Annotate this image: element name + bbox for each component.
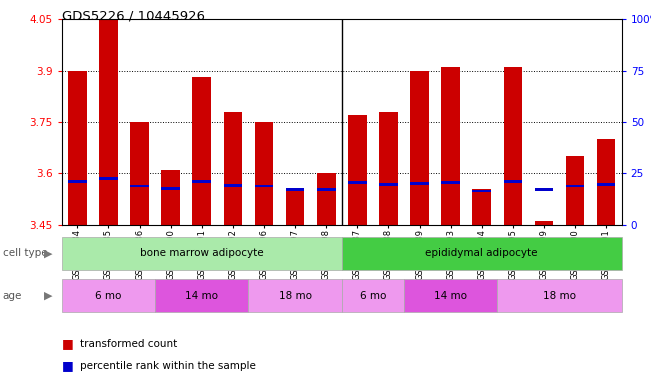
Text: percentile rank within the sample: percentile rank within the sample	[80, 361, 256, 371]
Text: 6 mo: 6 mo	[95, 291, 122, 301]
Bar	[223, 112, 242, 225]
Bar	[317, 188, 335, 191]
Bar	[255, 122, 273, 225]
Text: bone marrow adipocyte: bone marrow adipocyte	[140, 248, 264, 258]
Bar	[503, 67, 522, 225]
Bar	[410, 71, 429, 225]
Bar	[255, 185, 273, 187]
Bar	[597, 139, 615, 225]
Bar	[597, 183, 615, 186]
Bar	[155, 279, 249, 312]
Bar	[249, 279, 342, 312]
Bar	[441, 181, 460, 184]
Text: cell type: cell type	[3, 248, 48, 258]
Text: 6 mo: 6 mo	[360, 291, 386, 301]
Bar	[68, 71, 87, 225]
Bar	[534, 221, 553, 225]
Bar	[161, 187, 180, 190]
Bar	[473, 189, 491, 225]
Text: ■: ■	[62, 337, 74, 350]
Bar	[286, 189, 305, 225]
Bar	[566, 185, 585, 187]
Text: ▶: ▶	[44, 248, 53, 258]
Text: age: age	[3, 291, 22, 301]
Bar	[68, 180, 87, 183]
Bar	[130, 122, 149, 225]
Bar	[223, 184, 242, 187]
Bar	[410, 182, 429, 185]
Text: 18 mo: 18 mo	[543, 291, 576, 301]
Bar	[62, 279, 155, 312]
Bar	[161, 170, 180, 225]
Bar	[441, 67, 460, 225]
Text: epididymal adipocyte: epididymal adipocyte	[426, 248, 538, 258]
Bar	[99, 19, 118, 225]
Bar	[99, 177, 118, 180]
Bar	[566, 156, 585, 225]
Text: ▶: ▶	[44, 291, 53, 301]
Bar	[497, 279, 622, 312]
Bar	[317, 173, 335, 225]
Bar	[379, 112, 398, 225]
Text: 18 mo: 18 mo	[279, 291, 312, 301]
Bar	[342, 237, 622, 270]
Bar	[379, 183, 398, 186]
Bar	[503, 180, 522, 183]
Bar	[348, 181, 367, 184]
Bar	[348, 115, 367, 225]
Text: 14 mo: 14 mo	[434, 291, 467, 301]
Bar	[193, 180, 211, 183]
Bar	[404, 279, 497, 312]
Bar	[193, 78, 211, 225]
Text: 14 mo: 14 mo	[186, 291, 218, 301]
Bar	[286, 188, 305, 191]
Text: ■: ■	[62, 359, 74, 372]
Bar	[534, 188, 553, 191]
Bar	[473, 190, 491, 192]
Bar	[62, 237, 342, 270]
Bar	[342, 279, 404, 312]
Text: GDS5226 / 10445926: GDS5226 / 10445926	[62, 10, 205, 23]
Text: transformed count: transformed count	[80, 339, 177, 349]
Bar	[130, 185, 149, 187]
